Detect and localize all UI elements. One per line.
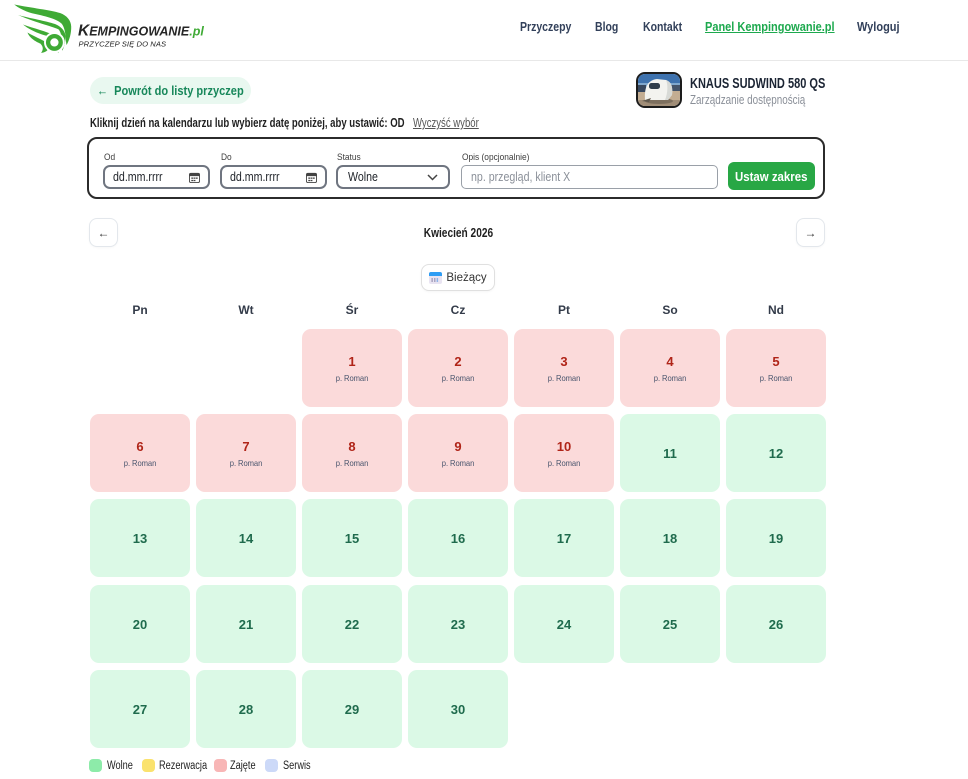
- svg-text:KEMPINGOWANIE.pl: KEMPINGOWANIE.pl: [78, 23, 204, 40]
- svg-text:PRZYCZEP SIĘ DO NAS: PRZYCZEP SIĘ DO NAS: [79, 40, 167, 49]
